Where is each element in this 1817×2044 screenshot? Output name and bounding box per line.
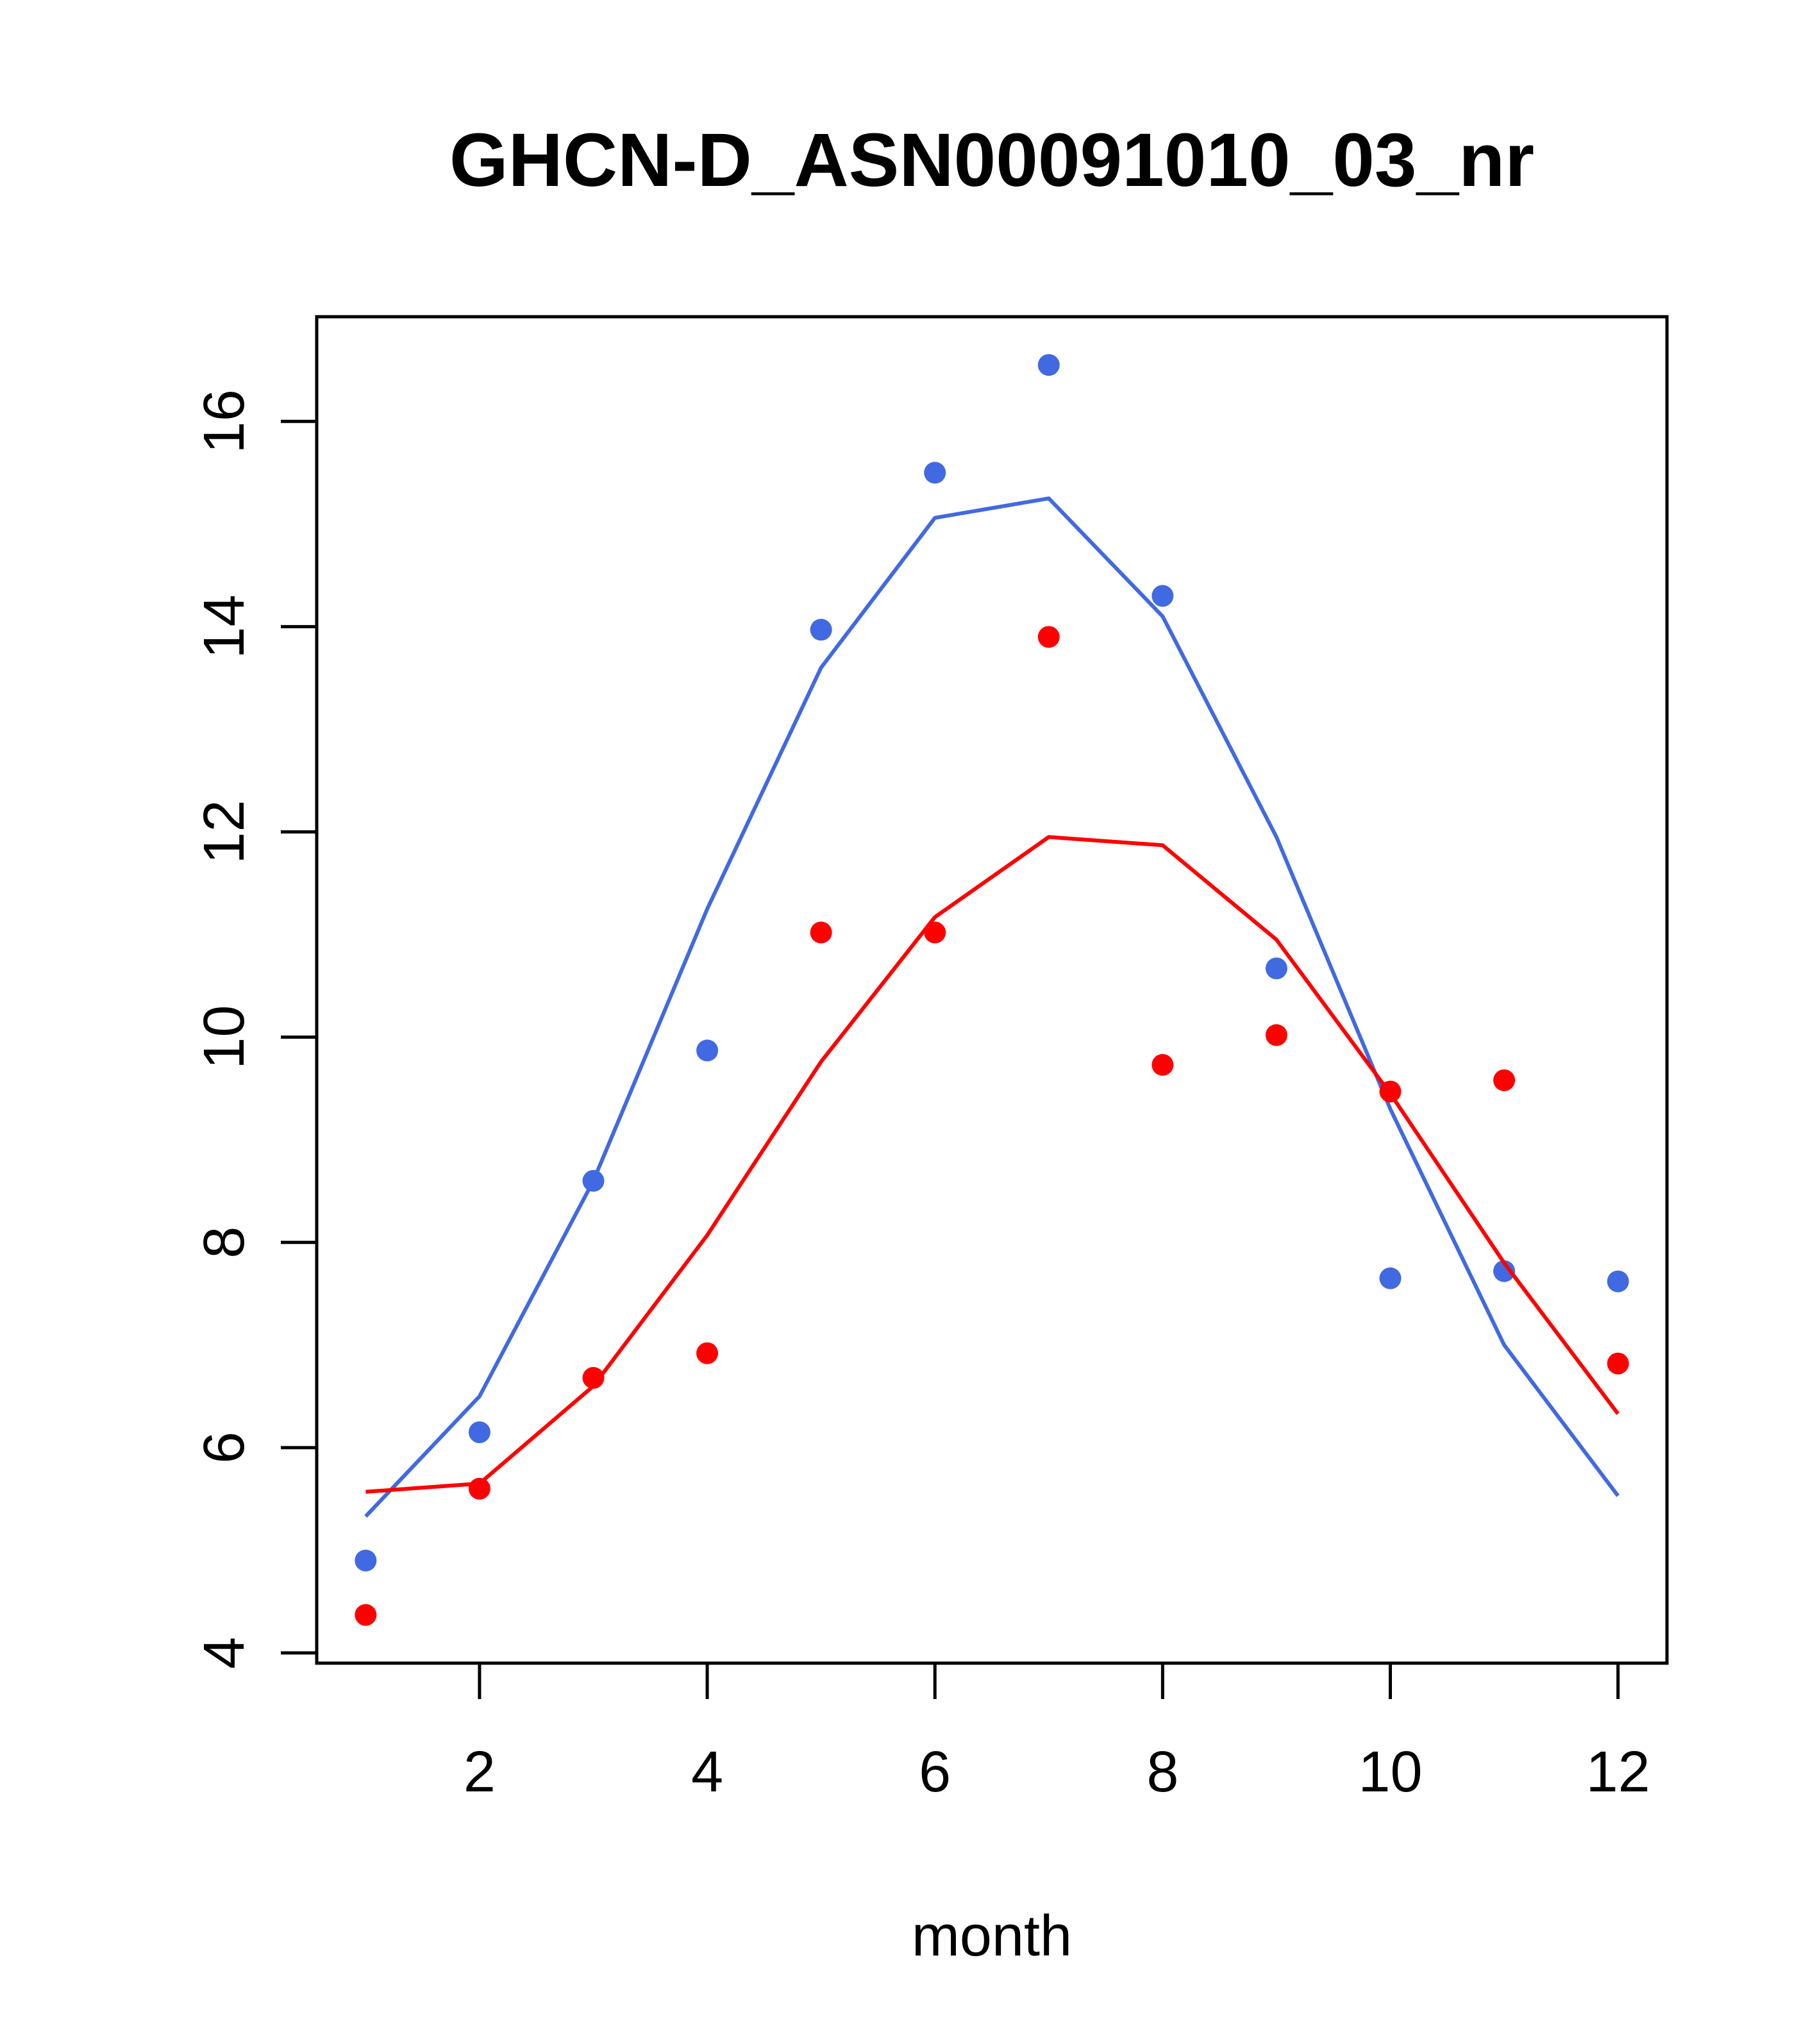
series-2-point-9 bbox=[1265, 1024, 1287, 1046]
series-1-point-7 bbox=[1037, 354, 1060, 376]
series-2-point-3 bbox=[582, 1367, 605, 1389]
series-2-point-4 bbox=[696, 1342, 719, 1364]
y-tick-label-12: 12 bbox=[192, 800, 256, 864]
plot-frame bbox=[315, 315, 1669, 1665]
series-2-point-7 bbox=[1037, 626, 1060, 648]
y-tick-label-16: 16 bbox=[192, 389, 256, 453]
x-tick-label-2: 2 bbox=[464, 1740, 496, 1804]
plot-area: 2 4 6 8 10 12 4 6 8 10 12 14 16 bbox=[192, 315, 1669, 1804]
y-tick-label-6: 6 bbox=[192, 1432, 256, 1464]
x-tick-label-4: 4 bbox=[691, 1740, 723, 1804]
series-2-fit-line bbox=[365, 835, 1620, 1494]
series-1-point-4 bbox=[696, 1039, 719, 1062]
series-1-point-12 bbox=[1607, 1270, 1629, 1293]
x-tick-label-8: 8 bbox=[1146, 1740, 1178, 1804]
series-2-point-1 bbox=[355, 1604, 377, 1626]
x-tick-label-6: 6 bbox=[919, 1740, 951, 1804]
x-tick-label-10: 10 bbox=[1358, 1740, 1422, 1804]
series-2-point-5 bbox=[810, 921, 832, 944]
series-1-fit-line bbox=[364, 496, 1620, 1518]
series-1-point-3 bbox=[582, 1169, 605, 1192]
series-1-point-10 bbox=[1379, 1267, 1402, 1289]
y-tick-label-14: 14 bbox=[192, 594, 256, 658]
y-tick-label-4: 4 bbox=[192, 1637, 256, 1669]
series-2-point-6 bbox=[924, 921, 946, 944]
chart-title: GHCN-D_ASN00091010_03_nr bbox=[449, 118, 1534, 203]
series-1-point-8 bbox=[1151, 585, 1174, 607]
y-tick-label-10: 10 bbox=[192, 1005, 256, 1069]
series-1-point-11 bbox=[1493, 1260, 1516, 1282]
series-2-point-11 bbox=[1493, 1069, 1516, 1091]
series-1-point-1 bbox=[355, 1549, 377, 1571]
x-axis-label: month bbox=[912, 1904, 1072, 1968]
series-2-point-8 bbox=[1151, 1053, 1174, 1076]
series-1-point-6 bbox=[924, 462, 946, 484]
series-1-point-9 bbox=[1265, 957, 1287, 980]
series-2-point-10 bbox=[1379, 1080, 1402, 1103]
series-1-point-5 bbox=[810, 619, 832, 641]
series-2-point-2 bbox=[468, 1477, 490, 1500]
series-2-point-12 bbox=[1607, 1352, 1629, 1375]
y-tick-label-8: 8 bbox=[192, 1227, 256, 1259]
x-tick-label-12: 12 bbox=[1586, 1740, 1650, 1804]
series-1-point-2 bbox=[468, 1421, 490, 1443]
